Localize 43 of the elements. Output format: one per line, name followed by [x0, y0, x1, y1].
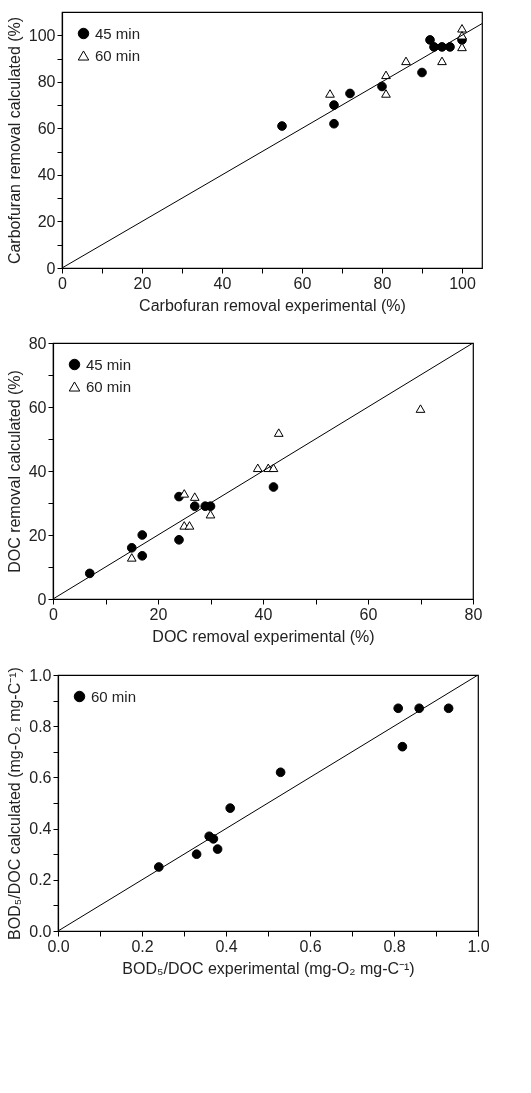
x-tick-label: 0	[58, 274, 68, 292]
x-tick-label: 40	[213, 274, 232, 292]
y-axis-title: DOC removal calculated (%)	[5, 370, 23, 573]
x-tick-label: 0.6	[299, 937, 322, 955]
x-tick-label: 60	[293, 274, 312, 292]
x-tick-label: 0.4	[215, 937, 238, 955]
y-tick-label: 40	[28, 462, 47, 480]
x-tick-label: 0.8	[383, 937, 406, 955]
y-tick-label: 0.6	[29, 768, 52, 786]
x-axis-title: Carbofuran removal experimental (%)	[139, 296, 406, 314]
y-tick-label: 0	[46, 259, 56, 277]
y-tick-label: 20	[37, 212, 56, 230]
x-tick-label: 40	[254, 605, 273, 623]
y-tick-label: 80	[37, 73, 56, 91]
y-tick-label: 100	[28, 26, 56, 44]
y-axis-title: BOD₅/DOC calculated (mg-O₂ mg-C⁻¹)	[6, 667, 24, 940]
x-tick-label: 20	[133, 274, 152, 292]
legend-label: 45 min	[86, 355, 132, 373]
x-axis-title: DOC removal experimental (%)	[152, 627, 375, 645]
y-tick-label: 80	[28, 334, 47, 352]
x-tick-label: 100	[449, 274, 476, 292]
y-tick-label: 0.8	[29, 717, 52, 735]
y-tick-label: 40	[37, 166, 56, 184]
legend-label: 60 min	[91, 687, 137, 705]
x-tick-label: 80	[373, 274, 392, 292]
x-axis-title: BOD₅/DOC experimental (mg-O₂ mg-C⁻¹)	[122, 959, 415, 977]
x-tick-label: 0.2	[131, 937, 154, 955]
x-tick-label: 1.0	[467, 937, 490, 955]
legend-label: 60 min	[86, 377, 132, 395]
y-tick-label: 60	[28, 398, 47, 416]
y-tick-label: 0.0	[29, 922, 52, 940]
y-tick-label: 0	[37, 590, 47, 608]
y-tick-label: 1.0	[29, 666, 52, 684]
x-tick-label: 20	[149, 605, 168, 623]
y-tick-label: 60	[37, 119, 56, 137]
legend-label: 60 min	[95, 46, 141, 64]
y-tick-label: 0.2	[29, 871, 52, 889]
y-tick-label: 20	[28, 526, 47, 544]
legend-label: 45 min	[95, 24, 141, 42]
x-tick-label: 60	[359, 605, 378, 623]
y-axis-title: Carbofuran removal calculated (%)	[5, 16, 23, 265]
y-tick-label: 0.4	[29, 820, 52, 838]
x-tick-label: 80	[464, 605, 483, 623]
